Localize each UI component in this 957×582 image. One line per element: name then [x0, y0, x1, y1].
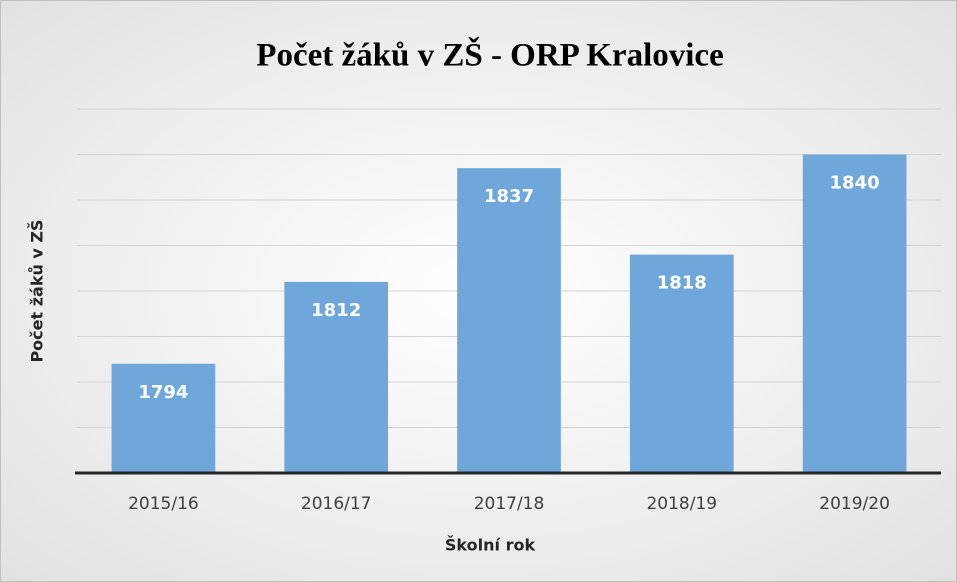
chart-title: Počet žáků v ZŠ - ORP Kralovice [256, 36, 723, 74]
x-tick-label: 2018/19 [646, 494, 717, 514]
bar [284, 281, 389, 473]
data-label: 1840 [830, 173, 880, 194]
bar [111, 363, 216, 473]
data-label: 1794 [138, 382, 188, 403]
data-label: 1812 [311, 300, 361, 321]
x-axis-title: Školní rok [445, 536, 536, 555]
data-label: 1818 [657, 273, 707, 294]
bar [457, 168, 561, 473]
x-tick-label: 2016/17 [301, 494, 372, 514]
data-label: 1837 [484, 186, 534, 207]
bar [802, 154, 907, 473]
bar [629, 254, 734, 473]
x-tick-label: 2015/16 [128, 494, 199, 514]
y-axis-title: Počet žáků v ZŠ [28, 219, 47, 362]
x-tick-label: 2019/20 [819, 494, 890, 514]
x-tick-label: 2017/18 [474, 494, 545, 514]
